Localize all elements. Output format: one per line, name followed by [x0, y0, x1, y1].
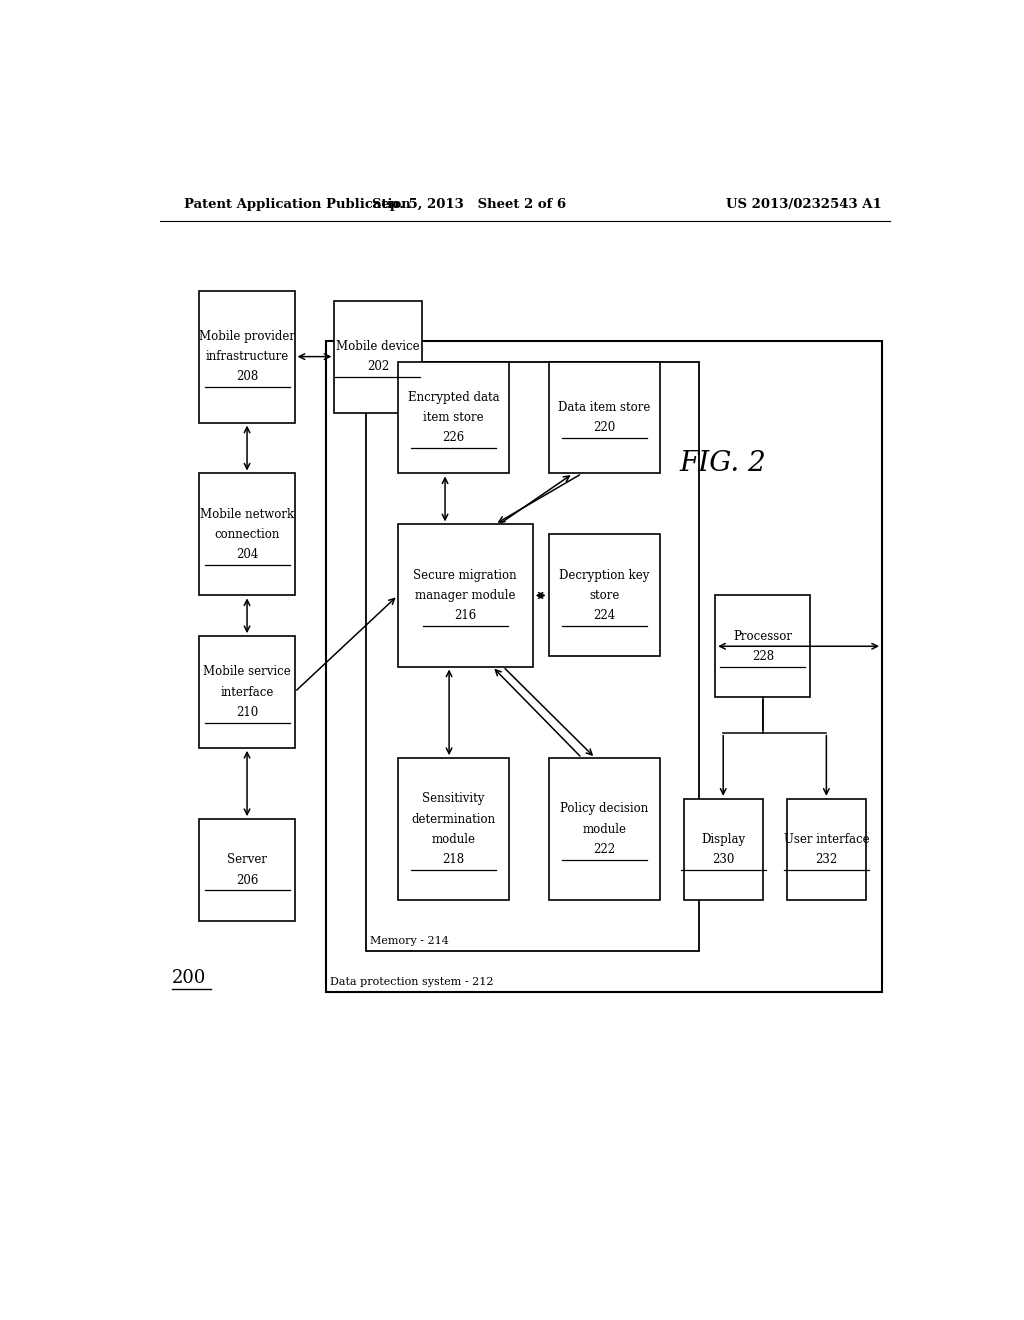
Bar [715, 595, 811, 697]
Text: 218: 218 [442, 853, 465, 866]
Text: Server: Server [227, 853, 267, 866]
Text: 202: 202 [367, 360, 389, 374]
Text: module: module [431, 833, 475, 846]
Text: Patent Application Publication: Patent Application Publication [183, 198, 411, 211]
Text: 222: 222 [593, 843, 615, 857]
Text: FIG. 2: FIG. 2 [680, 450, 767, 477]
Text: Display: Display [701, 833, 745, 846]
Text: US 2013/0232543 A1: US 2013/0232543 A1 [726, 198, 882, 211]
Text: 232: 232 [815, 853, 838, 866]
Bar [549, 535, 659, 656]
Bar [200, 474, 295, 595]
Bar [549, 758, 659, 900]
Bar [397, 758, 509, 900]
Text: 210: 210 [236, 706, 258, 719]
Text: Encrypted data: Encrypted data [408, 391, 499, 404]
Bar [200, 636, 295, 748]
Text: Sensitivity: Sensitivity [422, 792, 484, 805]
Text: Memory - 214: Memory - 214 [370, 936, 449, 946]
Text: determination: determination [412, 813, 496, 825]
Bar [549, 362, 659, 474]
Text: 230: 230 [712, 853, 734, 866]
Text: Mobile service: Mobile service [203, 665, 291, 678]
Text: 206: 206 [236, 874, 258, 887]
Text: Sep. 5, 2013   Sheet 2 of 6: Sep. 5, 2013 Sheet 2 of 6 [372, 198, 566, 211]
Text: 220: 220 [593, 421, 615, 434]
Text: Data item store: Data item store [558, 401, 650, 414]
Text: Decryption key: Decryption key [559, 569, 649, 582]
Text: 204: 204 [236, 548, 258, 561]
Bar [397, 524, 532, 667]
Text: 228: 228 [752, 649, 774, 663]
Text: connection: connection [214, 528, 280, 541]
Text: 208: 208 [236, 371, 258, 383]
Bar [786, 799, 866, 900]
Text: module: module [583, 822, 626, 836]
Bar [334, 301, 422, 412]
Text: 226: 226 [442, 432, 465, 445]
Text: infrastructure: infrastructure [206, 350, 289, 363]
Bar [397, 362, 509, 474]
Text: manager module: manager module [415, 589, 515, 602]
Text: Processor: Processor [733, 630, 793, 643]
Text: interface: interface [220, 685, 273, 698]
Bar [200, 290, 295, 422]
Bar [684, 799, 763, 900]
Text: 200: 200 [172, 969, 206, 987]
Text: 216: 216 [455, 610, 476, 622]
Text: Mobile provider: Mobile provider [199, 330, 295, 343]
Bar [200, 818, 295, 921]
Text: User interface: User interface [783, 833, 869, 846]
Text: Mobile device: Mobile device [336, 341, 420, 352]
Text: store: store [589, 589, 620, 602]
Text: 224: 224 [593, 610, 615, 622]
Text: Policy decision: Policy decision [560, 803, 648, 816]
Text: item store: item store [423, 411, 483, 424]
Bar [327, 342, 882, 991]
Bar [367, 362, 699, 952]
Text: Mobile network: Mobile network [200, 508, 294, 520]
Text: Secure migration: Secure migration [414, 569, 517, 582]
Text: Data protection system - 212: Data protection system - 212 [331, 977, 494, 987]
